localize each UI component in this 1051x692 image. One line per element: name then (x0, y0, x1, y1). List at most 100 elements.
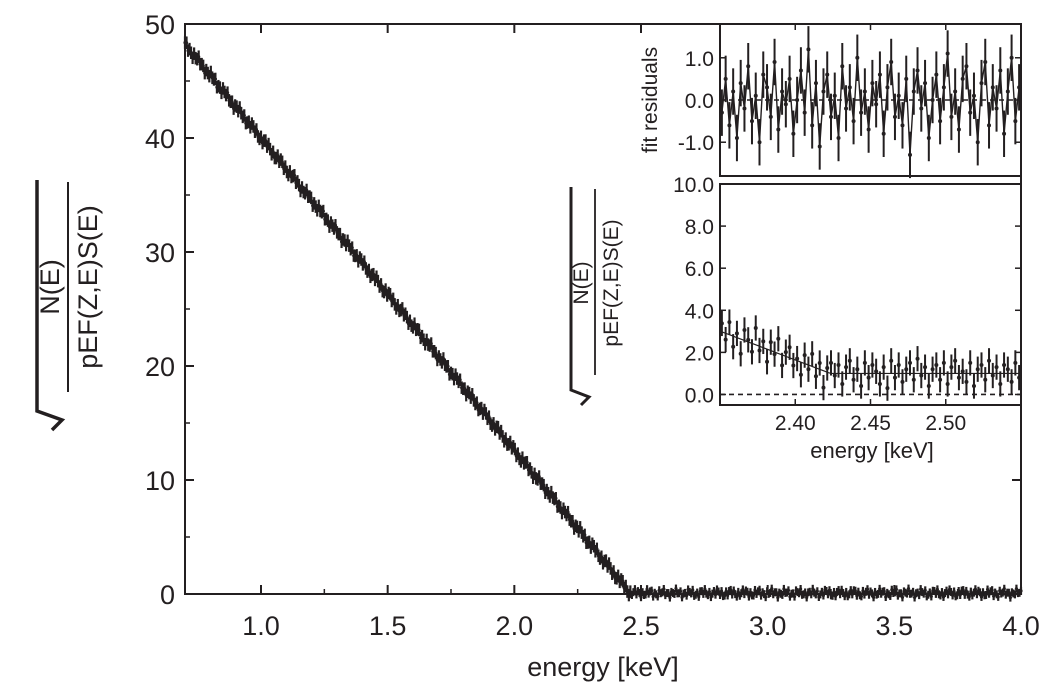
zoom-data-point (840, 381, 845, 386)
zoom-data-point (742, 327, 747, 332)
main-data-point (1007, 591, 1011, 595)
main-data-point (458, 378, 462, 382)
zoom-data-point (1013, 360, 1018, 365)
main-y-tick-label-5: 50 (145, 10, 175, 40)
main-data-point (923, 588, 927, 592)
main-data-point (967, 595, 971, 599)
main-data-point (707, 590, 712, 594)
main-data-point (674, 586, 678, 591)
zoom-data-point (749, 349, 754, 354)
main-data-point (1008, 596, 1012, 600)
main-x-ticks: 1.0 1.5 2.0 2.5 3.0 3.5 4.0 (242, 24, 1040, 641)
main-data-point (853, 589, 857, 593)
zoom-data-point (791, 363, 796, 368)
zoom-y-tick-label-3: 4.0 (685, 300, 714, 323)
main-data-point (639, 595, 643, 599)
zoom-data-point (817, 361, 822, 366)
main-y-tick-label-4: 40 (145, 124, 175, 154)
zoom-data-point (738, 351, 743, 356)
main-data-point (821, 593, 826, 598)
zoom-x-tick-label-0: 2.40 (775, 412, 816, 435)
zoom-data-point (847, 358, 852, 363)
zoom-data-point (975, 367, 980, 372)
zoom-y-tick-label-0: 10.0 (673, 174, 714, 197)
main-data-point (906, 586, 911, 591)
main-chart: 1.0 1.5 2.0 2.5 3.0 3.5 4.0 0 10 20 30 40 50 energy… (35, 10, 1040, 682)
zoom-data-point (765, 359, 770, 364)
main-data-point (242, 113, 246, 118)
main-data-point (935, 587, 940, 591)
main-data-marks (183, 36, 1023, 602)
main-data-point (757, 588, 762, 592)
zoom-data-point (866, 375, 871, 380)
zoom-data-point (746, 337, 751, 342)
main-x-tick-label-0: 1.0 (242, 611, 280, 641)
zoom-x-tick-label-2: 2.50 (925, 412, 966, 435)
main-data-point (697, 595, 701, 599)
zoom-data-point (768, 340, 773, 345)
main-data-point (776, 595, 780, 600)
zoom-data-point (1017, 375, 1022, 380)
zoom-x-axis-label: energy [keV] (810, 438, 934, 463)
zoom-data-point (953, 358, 958, 363)
zoom-data-point (911, 377, 916, 382)
zoom-data-point (915, 356, 920, 361)
main-data-point (888, 594, 892, 598)
main-y-label-denominator: pEF(Z,E)S(E) (73, 205, 103, 369)
zoom-data-point (776, 336, 781, 341)
zoom-y-tick-label-5: 0.0 (685, 384, 714, 407)
zoom-data-point (1002, 363, 1007, 368)
main-data-point (792, 595, 797, 599)
main-data-point (946, 592, 950, 596)
main-data-point (566, 510, 570, 514)
main-data-point (1013, 592, 1017, 596)
main-data-point (735, 595, 739, 599)
main-data-point (815, 589, 819, 593)
main-data-point (751, 593, 756, 598)
zoom-data-point (990, 373, 995, 378)
main-data-point (990, 588, 994, 592)
main-data-point (770, 587, 774, 591)
main-data-point (662, 587, 666, 591)
zoom-data-point (964, 379, 969, 384)
residuals-y-tick-label-1: 0.0 (685, 90, 714, 113)
main-data-point (691, 588, 695, 592)
zoom-data-point (938, 377, 943, 382)
zoom-data-point (795, 356, 800, 361)
zoom-data-point (828, 360, 833, 365)
zoom-data-point (971, 384, 976, 389)
main-x-tick-label-4: 3.0 (749, 611, 787, 641)
main-data-point (350, 246, 354, 250)
zoom-data-point (885, 386, 890, 391)
main-data-point (678, 589, 683, 593)
zoom-data-point (896, 363, 901, 368)
zoom-data-point (926, 384, 931, 389)
main-data-point (745, 590, 750, 594)
zoom-data-point (844, 365, 849, 370)
zoom-data-point (889, 358, 894, 363)
residuals-x-ticks (794, 24, 947, 30)
zoom-plot-area (719, 183, 1022, 406)
inset-zoom-chart: 10.0 8.0 6.0 4.0 2.0 0.0 2.40 2.45 2.50 energy … (569, 174, 1022, 463)
main-data-point (475, 401, 479, 405)
main-data-point (780, 593, 784, 597)
main-data-point (542, 483, 546, 487)
main-data-point (894, 587, 898, 591)
main-data-point (952, 589, 956, 594)
main-data-point (865, 587, 870, 591)
zoom-data-point (874, 369, 879, 374)
main-data-point (685, 594, 689, 598)
main-data-point (333, 223, 338, 227)
zoom-data-point (753, 325, 758, 330)
main-y-axis-label: N(E) pEF(Z,E)S(E) (35, 180, 103, 432)
main-data-point (809, 592, 813, 596)
main-data-point (446, 364, 450, 368)
main-y-tick-label-0: 0 (160, 580, 175, 610)
zoom-data-point (934, 363, 939, 368)
main-x-tick-label-6: 4.0 (1002, 611, 1040, 641)
zoom-data-point (859, 384, 864, 389)
zoom-y-tick-label-4: 2.0 (685, 342, 714, 365)
main-data-point (197, 55, 201, 59)
main-y-tick-label-3: 30 (145, 238, 175, 268)
